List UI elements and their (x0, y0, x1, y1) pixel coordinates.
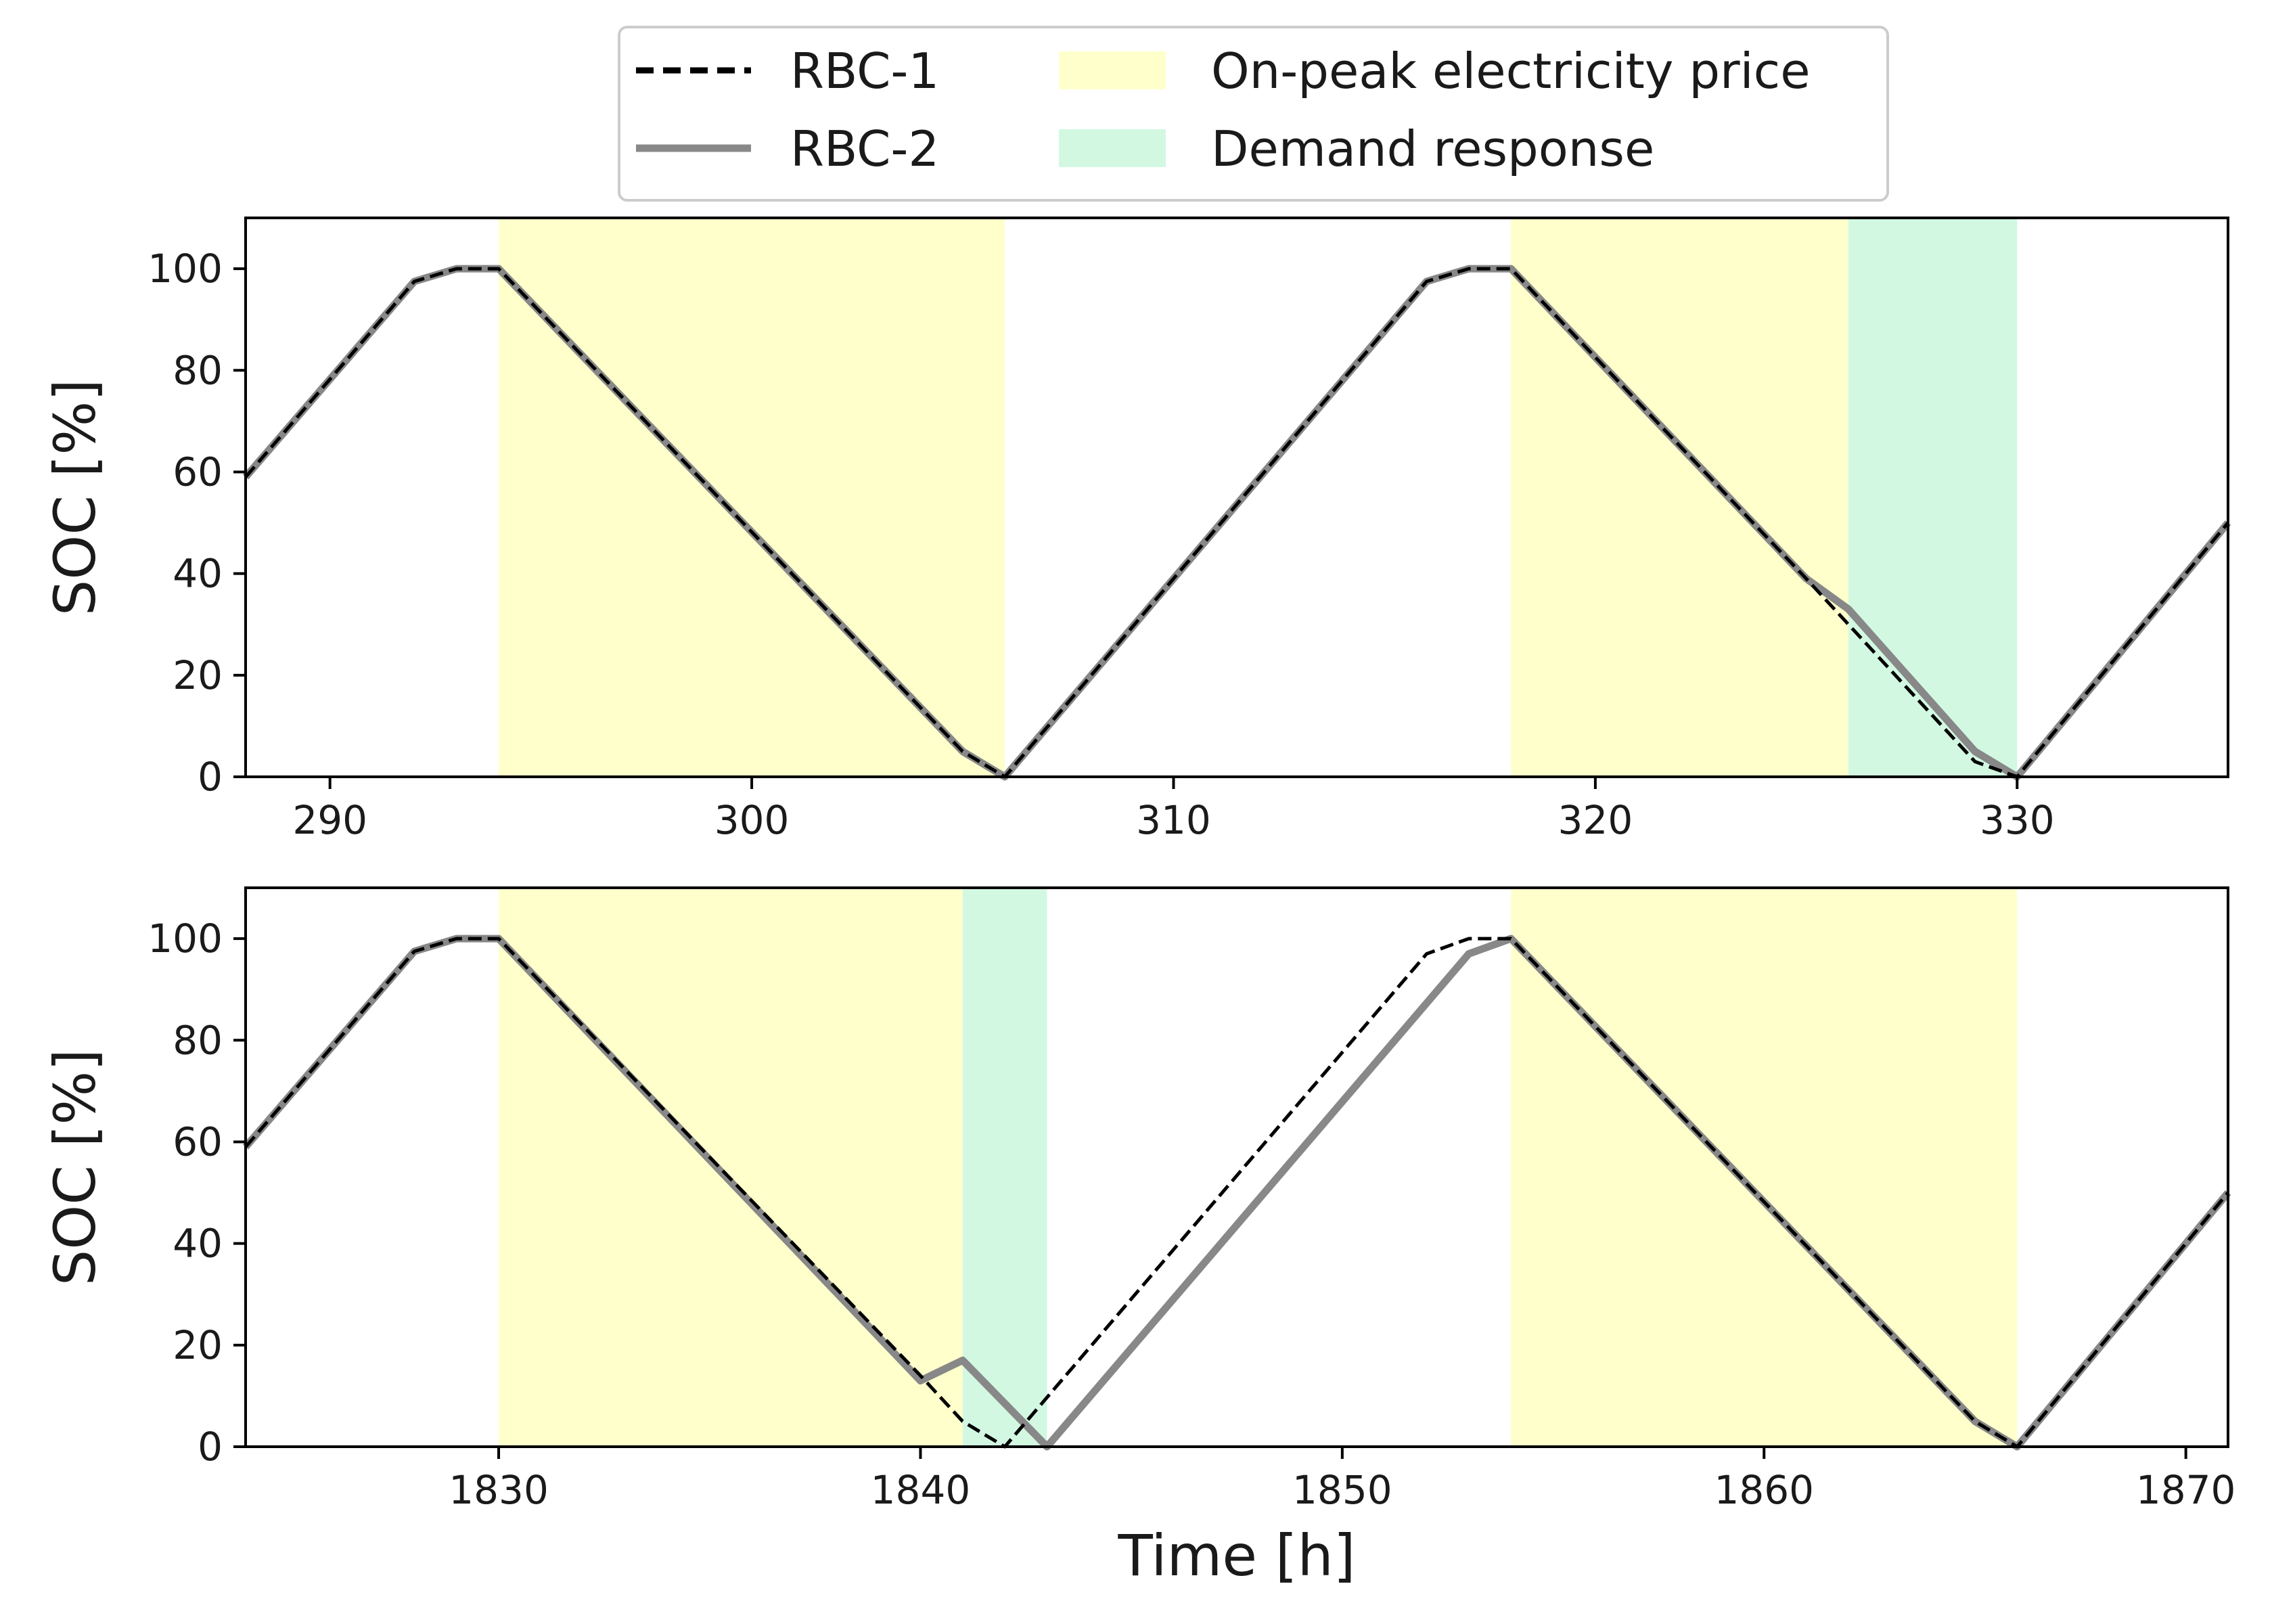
top-panel-frame (244, 217, 2229, 778)
top-x-tick-label-300: 300 (714, 797, 790, 843)
bottom-x-tick-label-1850: 1850 (1292, 1467, 1392, 1513)
top-y-tick-label-80: 80 (173, 347, 223, 393)
bottom-panel-frame (244, 886, 2229, 1448)
top-region-on-peak-electricity-price-0 (499, 218, 1005, 777)
bottom-y-tick-label-40: 40 (173, 1221, 223, 1267)
legend-label-rbc-1: RBC-1 (790, 43, 939, 99)
legend-label-rbc-2: RBC-2 (790, 120, 939, 177)
top-y-tick-label-20: 20 (173, 652, 223, 698)
top-x-tick-label-290: 290 (292, 797, 367, 843)
legend-frame (618, 26, 1889, 202)
bottom-x-tick-label-1860: 1860 (1714, 1467, 1814, 1513)
top-region-demand-response-2 (1848, 218, 2018, 777)
bottom-region-demand-response-1 (962, 888, 1047, 1447)
bottom-panel-y-axis-label: SOC [%] (42, 1049, 108, 1286)
top-y-tick-label-100: 100 (147, 246, 223, 292)
legend-label-on-peak: On-peak electricity price (1211, 43, 1811, 99)
top-y-tick-label-60: 60 (173, 449, 223, 495)
top-series-rbc-1 (244, 267, 2229, 779)
bottom-y-tick-label-100: 100 (147, 916, 223, 962)
legend-swatch-demand-response (1059, 129, 1166, 167)
legend-swatch-on-peak (1059, 51, 1166, 89)
bottom-y-tick-label-0: 0 (198, 1424, 223, 1470)
top-y-tick-label-0: 0 (198, 754, 223, 800)
legend-label-demand-response: Demand response (1211, 120, 1654, 177)
bottom-x-tick-label-1870: 1870 (2136, 1467, 2236, 1513)
top-x-tick-label-310: 310 (1136, 797, 1211, 843)
legend: RBC-1 RBC-2 On-peak electricity price De… (618, 26, 1889, 202)
top-soc-panel: 290 300 310 320 330 0 20 40 60 80 100 SOC [%] (42, 217, 2231, 843)
bottom-region-on-peak-electricity-price-2 (1511, 888, 2018, 1447)
top-x-tick-label-320: 320 (1558, 797, 1633, 843)
bottom-y-tick-label-80: 80 (173, 1017, 223, 1063)
top-panel-y-axis-label: SOC [%] (42, 379, 108, 616)
top-y-tick-label-40: 40 (173, 551, 223, 597)
bottom-panel-x-axis-label: Time [h] (1117, 1522, 1355, 1589)
bottom-x-tick-label-1840: 1840 (871, 1467, 971, 1513)
bottom-soc-panel: 1830 1840 1850 1860 1870 0 20 40 60 80 100 SOC [%]… (42, 886, 2236, 1589)
bottom-y-tick-label-20: 20 (173, 1322, 223, 1368)
top-x-tick-label-330: 330 (1980, 797, 2055, 843)
bottom-region-on-peak-electricity-price-0 (499, 888, 963, 1447)
bottom-x-tick-label-1830: 1830 (449, 1467, 549, 1513)
bottom-y-tick-label-60: 60 (173, 1119, 223, 1165)
top-region-on-peak-electricity-price-1 (1511, 218, 1848, 777)
